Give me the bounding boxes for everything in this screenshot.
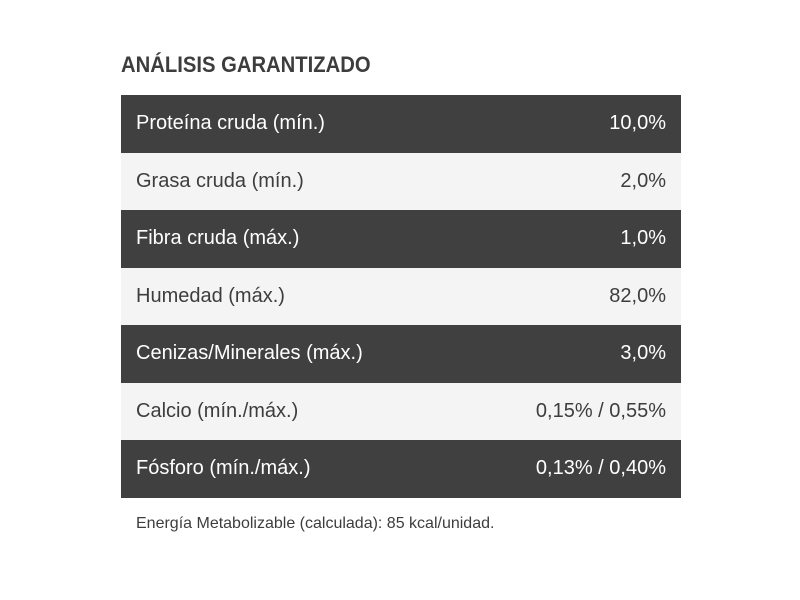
table-row: Grasa cruda (mín.) 2,0% [121, 152, 681, 210]
row-label: Grasa cruda (mín.) [136, 169, 304, 192]
table-row: Fibra cruda (máx.) 1,0% [121, 210, 681, 268]
guaranteed-analysis-table: Proteína cruda (mín.) 10,0% Grasa cruda … [121, 95, 681, 498]
table-row: Cenizas/Minerales (máx.) 3,0% [121, 325, 681, 383]
table-row: Humedad (máx.) 82,0% [121, 267, 681, 325]
energy-footnote: Energía Metabolizable (calculada): 85 kc… [136, 515, 495, 532]
section-title: ANÁLISIS GARANTIZADO [121, 52, 371, 77]
row-value: 3,0% [620, 342, 666, 365]
row-value: 10,0% [609, 112, 666, 135]
row-label: Fibra cruda (máx.) [136, 227, 300, 250]
row-value: 1,0% [620, 227, 666, 250]
row-label: Cenizas/Minerales (máx.) [136, 342, 363, 365]
row-label: Fósforo (mín./máx.) [136, 457, 311, 480]
table-row: Proteína cruda (mín.) 10,0% [121, 95, 681, 153]
row-value: 0,15% / 0,55% [535, 399, 666, 422]
row-value: 0,13% / 0,40% [535, 457, 666, 480]
table-row: Fósforo (mín./máx.) 0,13% / 0,40% [121, 440, 681, 498]
row-label: Humedad (máx.) [136, 284, 285, 307]
row-label: Calcio (mín./máx.) [136, 399, 299, 422]
row-value: 82,0% [609, 284, 666, 307]
row-label: Proteína cruda (mín.) [136, 112, 325, 135]
row-value: 2,0% [620, 169, 666, 192]
table-row: Calcio (mín./máx.) 0,15% / 0,55% [121, 382, 681, 440]
